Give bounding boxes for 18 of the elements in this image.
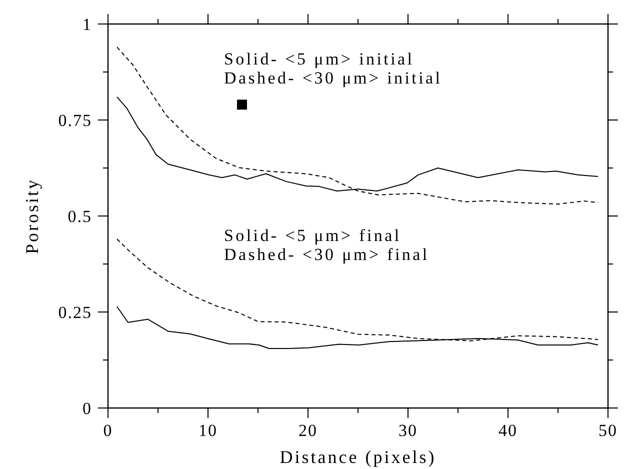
x-axis-title: Distance (pixels) [280,447,436,467]
annotation: Dashed- <30 μm> final [224,245,430,264]
x-tick-label: 50 [598,421,618,440]
x-tick-label: 0 [103,421,113,440]
y-tick-label: 0.75 [58,111,92,130]
annotation: Solid- <5 μm> final [224,226,402,245]
y-axis-title: Porosity [22,178,42,254]
x-tick-label: 30 [398,421,418,440]
y-tick-label: 0.5 [68,207,92,226]
line-series [116,46,598,205]
x-tick-label: 40 [498,421,518,440]
x-tick-label: 10 [198,421,218,440]
annotation: Dashed- <30 μm> initial [224,68,442,88]
y-tick-label: 0 [82,399,92,418]
x-tick-label: 20 [298,421,318,440]
y-tick-label: 1 [82,15,92,34]
annotation: Solid- <5 μm> initial [224,49,414,68]
y-tick-label: 0.25 [58,303,92,322]
